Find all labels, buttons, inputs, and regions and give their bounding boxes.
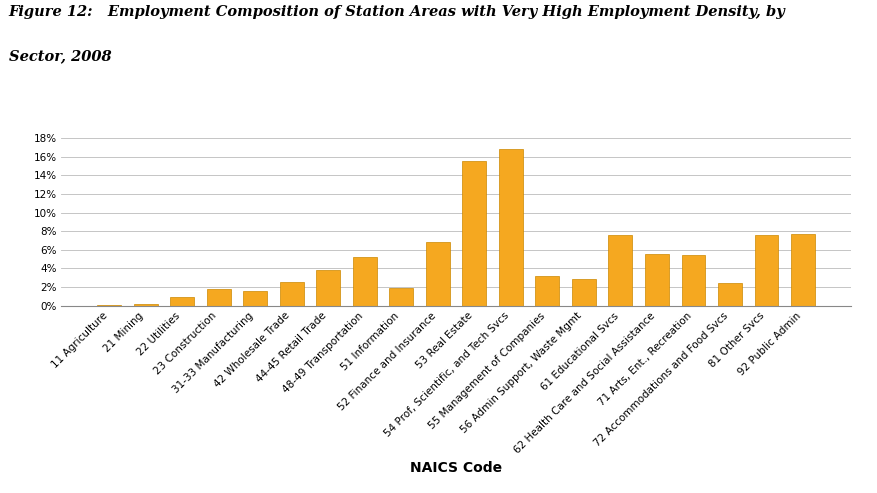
- Bar: [536, 276, 560, 306]
- Bar: [681, 255, 705, 306]
- Bar: [170, 297, 194, 306]
- Bar: [754, 235, 778, 306]
- Bar: [462, 161, 486, 306]
- Bar: [280, 282, 303, 306]
- X-axis label: NAICS Code: NAICS Code: [410, 461, 503, 475]
- Bar: [134, 304, 158, 306]
- Text: Figure 12:   Employment Composition of Station Areas with Very High Employment D: Figure 12: Employment Composition of Sta…: [9, 5, 786, 19]
- Bar: [207, 289, 231, 306]
- Text: Sector, 2008: Sector, 2008: [9, 49, 111, 63]
- Bar: [791, 234, 815, 306]
- Bar: [389, 288, 413, 306]
- Bar: [317, 270, 340, 306]
- Bar: [609, 235, 632, 306]
- Bar: [243, 291, 267, 306]
- Bar: [718, 283, 742, 306]
- Bar: [353, 257, 376, 306]
- Bar: [426, 243, 450, 306]
- Bar: [645, 254, 669, 306]
- Bar: [572, 279, 595, 306]
- Bar: [499, 149, 523, 306]
